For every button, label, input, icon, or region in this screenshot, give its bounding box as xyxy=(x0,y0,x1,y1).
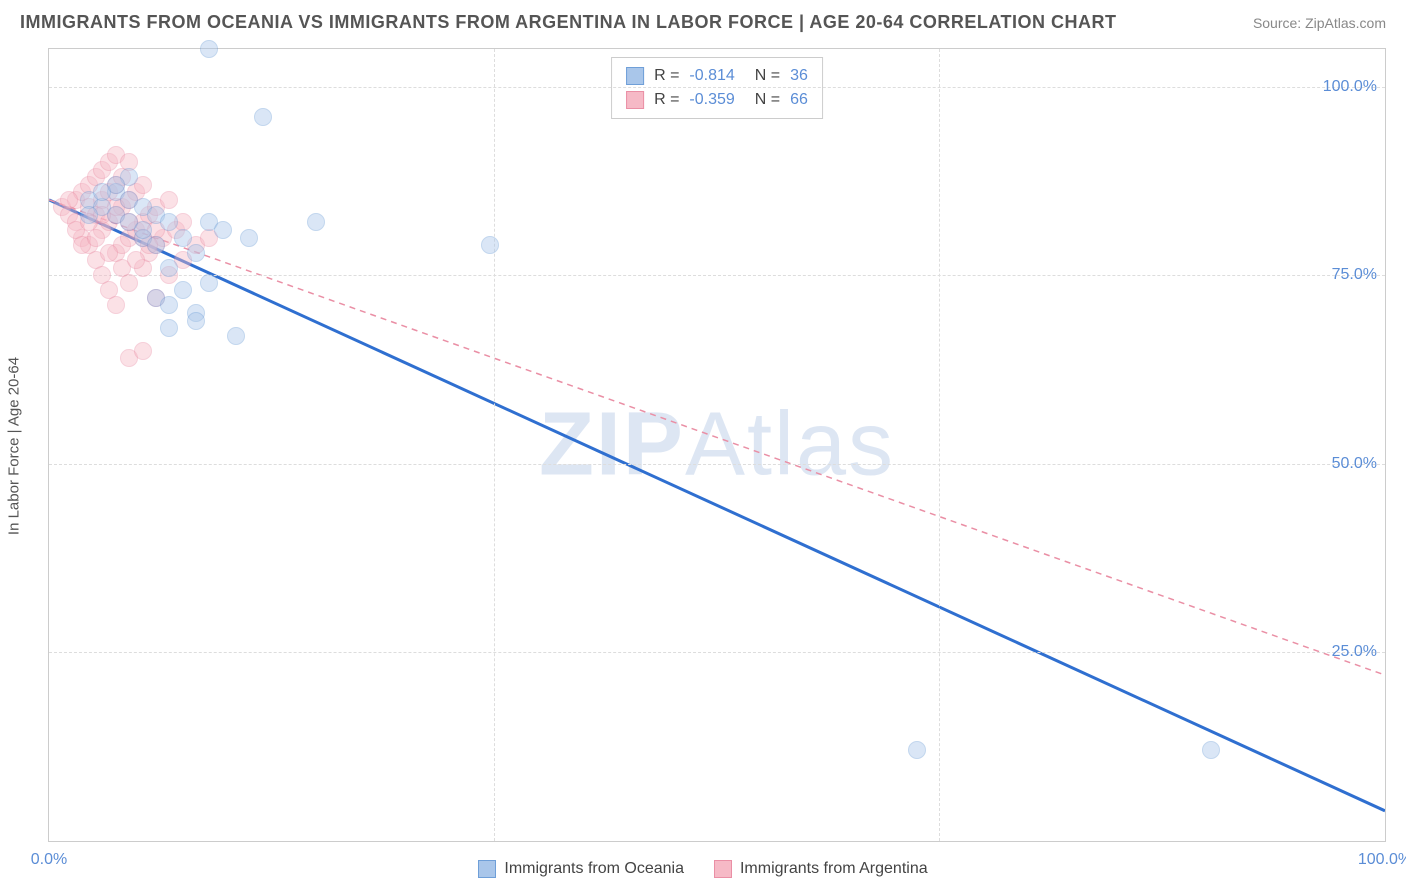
scatter-point xyxy=(147,236,165,254)
scatter-point xyxy=(908,741,926,759)
trendline xyxy=(49,200,1385,675)
scatter-point xyxy=(481,236,499,254)
legend-label: Immigrants from Oceania xyxy=(504,860,684,878)
scatter-point xyxy=(107,296,125,314)
bottom-legend: Immigrants from Oceania Immigrants from A… xyxy=(0,860,1406,878)
scatter-point xyxy=(187,312,205,330)
stats-n-value: 36 xyxy=(790,64,808,88)
scatter-point xyxy=(127,251,145,269)
gridline-h xyxy=(49,275,1385,276)
scatter-point xyxy=(160,191,178,209)
scatter-point xyxy=(307,213,325,231)
stats-r-value: -0.814 xyxy=(689,64,734,88)
scatter-point xyxy=(80,206,98,224)
gridline-h xyxy=(49,87,1385,88)
scatter-point xyxy=(160,319,178,337)
scatter-point xyxy=(187,244,205,262)
y-tick-label: 50.0% xyxy=(1332,455,1377,473)
legend-swatch xyxy=(478,860,496,878)
stats-swatch xyxy=(626,91,644,109)
stats-n-label: N = xyxy=(755,88,780,112)
watermark: ZIPAtlas xyxy=(539,394,895,497)
scatter-point xyxy=(93,183,111,201)
stats-box: R = -0.814 N = 36 R = -0.359 N = 66 xyxy=(611,57,823,119)
stats-r-value: -0.359 xyxy=(689,88,734,112)
legend-item: Immigrants from Oceania xyxy=(478,860,684,878)
stats-r-label: R = xyxy=(654,88,679,112)
scatter-point xyxy=(1202,741,1220,759)
gridline-h xyxy=(49,464,1385,465)
scatter-point xyxy=(100,244,118,262)
y-axis-label: In Labor Force | Age 20-64 xyxy=(6,357,23,535)
plot-area: ZIPAtlas R = -0.814 N = 36 R = -0.359 N = 6… xyxy=(49,49,1385,841)
stats-n-label: N = xyxy=(755,64,780,88)
stats-r-label: R = xyxy=(654,64,679,88)
header: IMMIGRANTS FROM OCEANIA VS IMMIGRANTS FR… xyxy=(0,0,1406,41)
stats-row: R = -0.359 N = 66 xyxy=(626,88,808,112)
stats-n-value: 66 xyxy=(790,88,808,112)
scatter-point xyxy=(60,191,78,209)
scatter-point xyxy=(174,229,192,247)
scatter-point xyxy=(160,296,178,314)
scatter-point xyxy=(200,40,218,58)
page-title: IMMIGRANTS FROM OCEANIA VS IMMIGRANTS FR… xyxy=(20,12,1117,33)
scatter-point xyxy=(254,108,272,126)
stats-swatch xyxy=(626,67,644,85)
scatter-point xyxy=(200,274,218,292)
gridline-v xyxy=(494,49,495,841)
scatter-point xyxy=(134,221,152,239)
legend-swatch xyxy=(714,860,732,878)
trendline xyxy=(49,200,1385,811)
scatter-point xyxy=(160,213,178,231)
scatter-point xyxy=(174,281,192,299)
y-tick-label: 25.0% xyxy=(1332,643,1377,661)
y-tick-label: 75.0% xyxy=(1332,266,1377,284)
y-tick-label: 100.0% xyxy=(1323,78,1377,96)
scatter-point xyxy=(134,342,152,360)
scatter-point xyxy=(240,229,258,247)
gridline-v xyxy=(939,49,940,841)
scatter-point xyxy=(87,229,105,247)
scatter-point xyxy=(214,221,232,239)
chart-frame: ZIPAtlas R = -0.814 N = 36 R = -0.359 N = 6… xyxy=(48,48,1386,842)
legend-label: Immigrants from Argentina xyxy=(740,860,928,878)
scatter-point xyxy=(160,259,178,277)
legend-item: Immigrants from Argentina xyxy=(714,860,928,878)
source-label: Source: ZipAtlas.com xyxy=(1253,15,1386,31)
scatter-point xyxy=(227,327,245,345)
gridline-h xyxy=(49,652,1385,653)
trendlines-svg xyxy=(49,49,1385,841)
stats-row: R = -0.814 N = 36 xyxy=(626,64,808,88)
